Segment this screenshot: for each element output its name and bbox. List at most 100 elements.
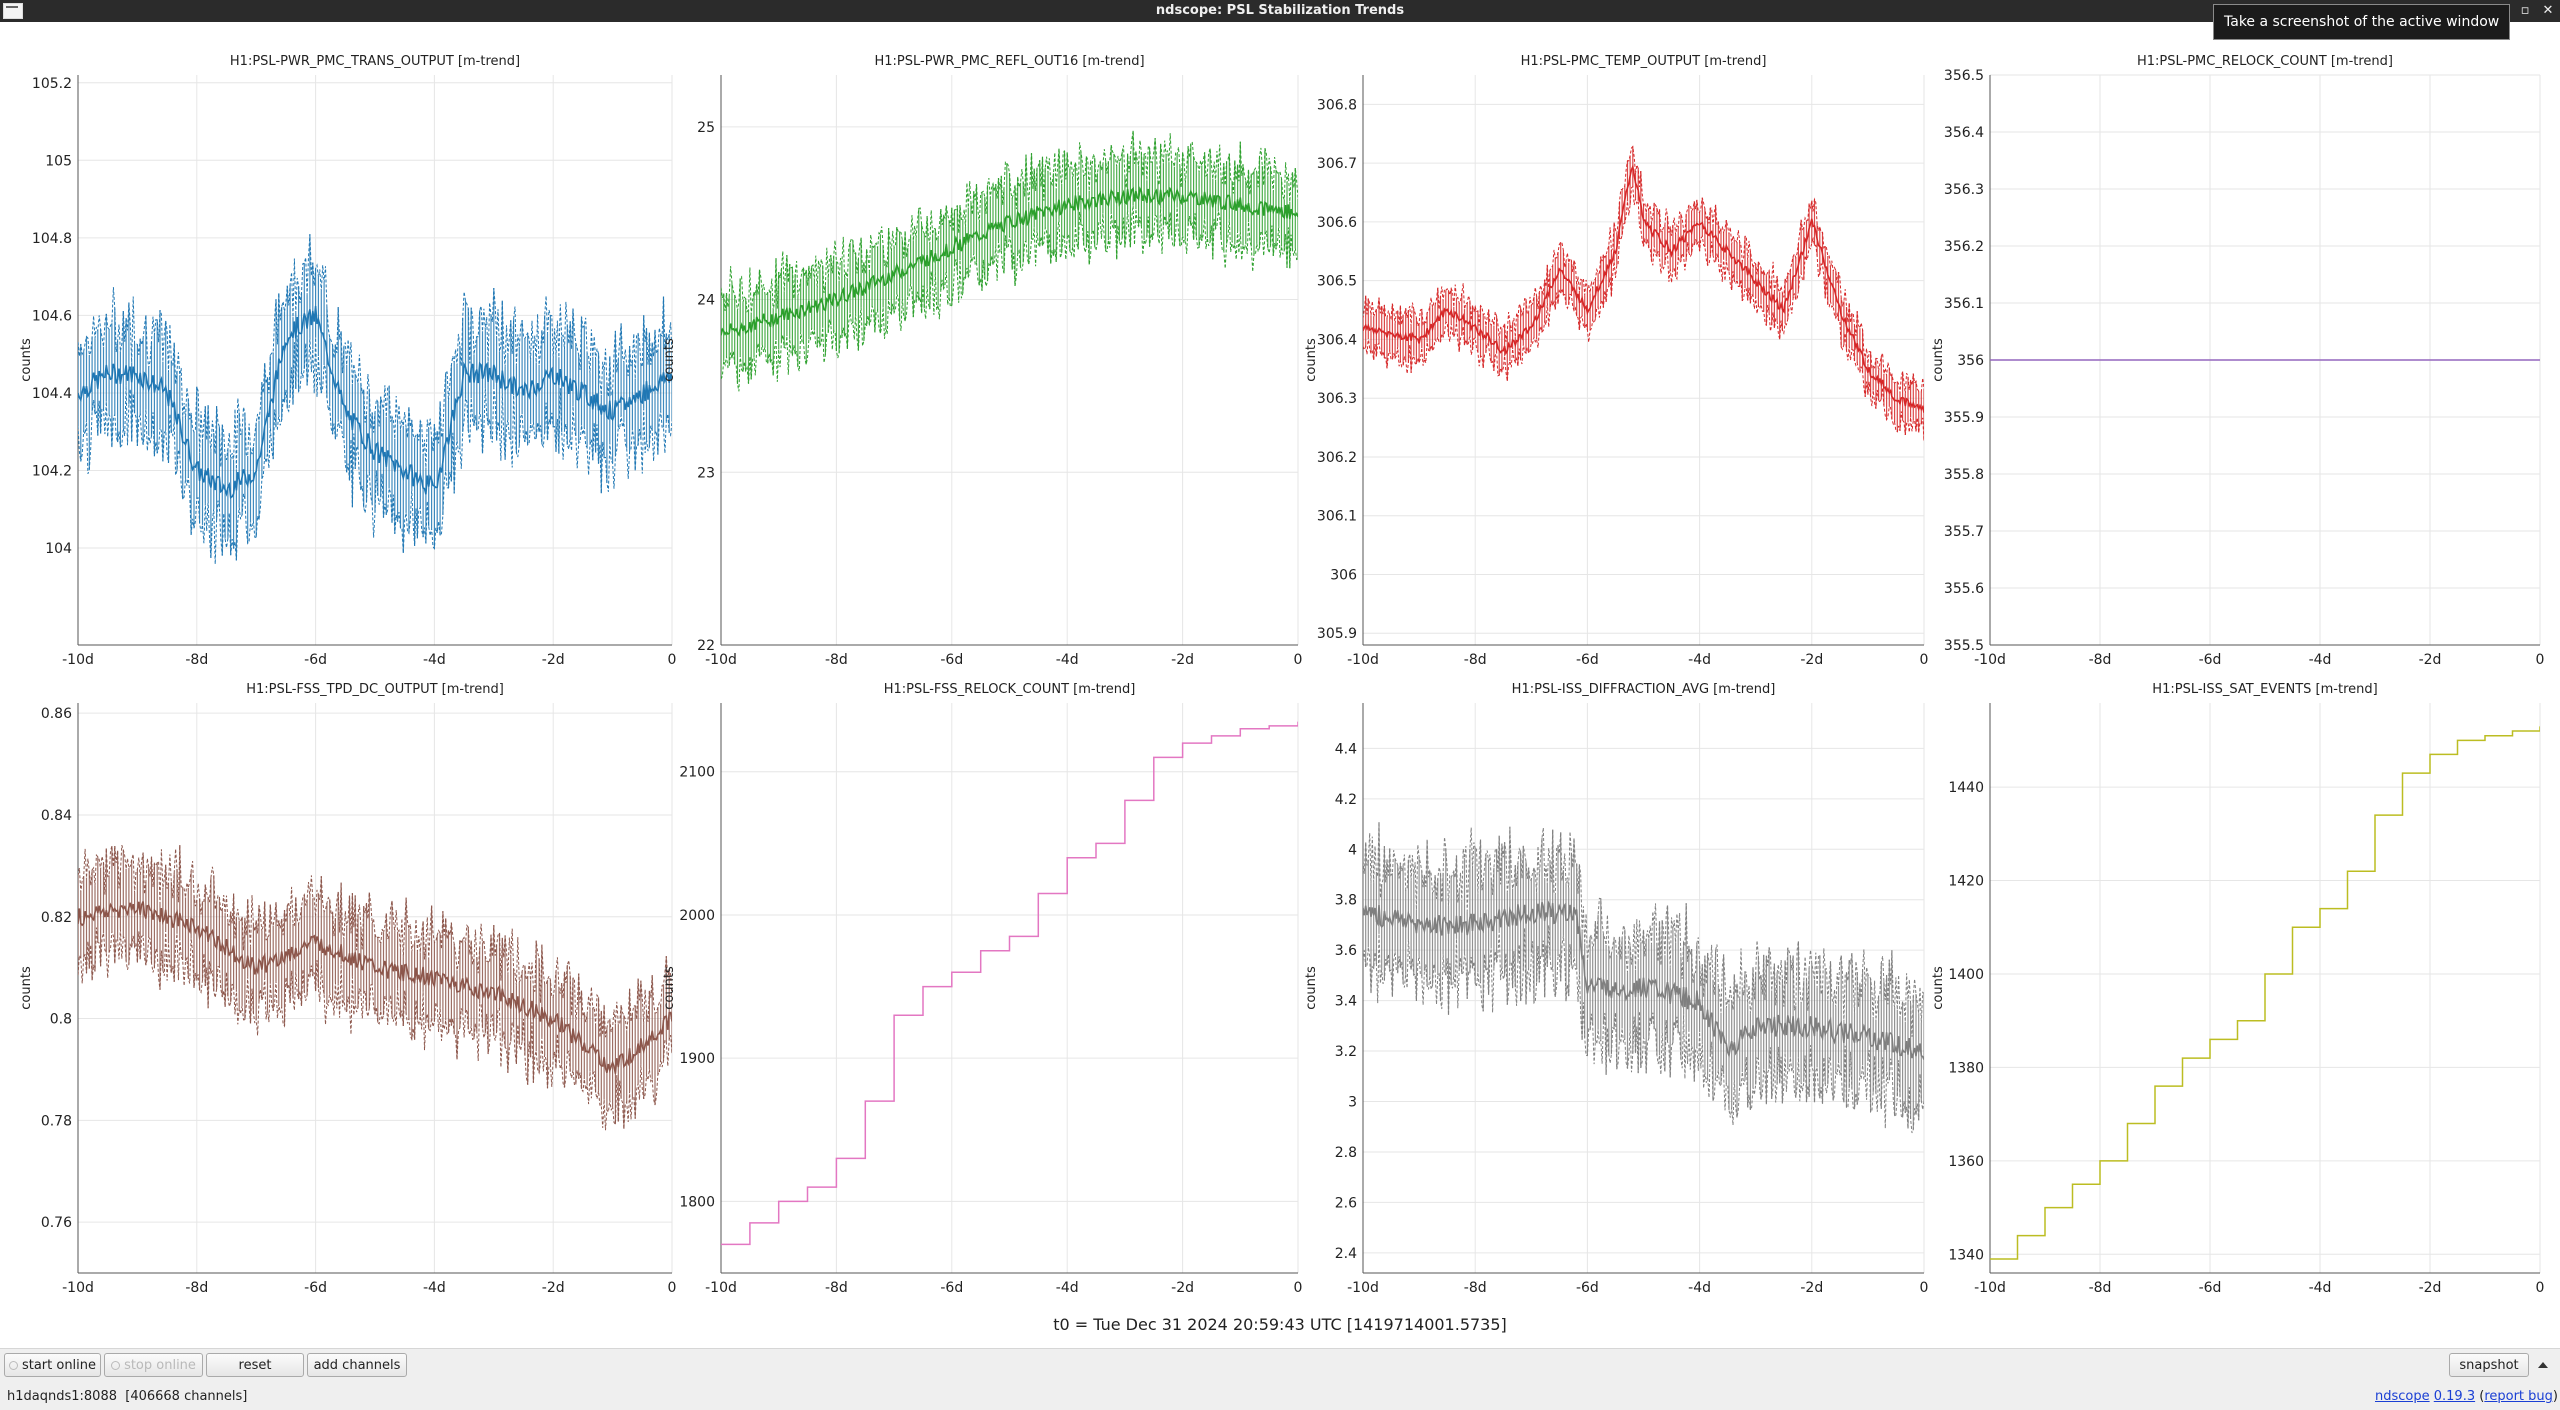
x-tick-label: -10d [1347, 1280, 1379, 1296]
y-axis-label: counts [19, 338, 34, 382]
plot-title: H1:PSL-ISS_SAT_EVENTS [m-trend] [2152, 682, 2377, 697]
y-tick-label: 306.5 [1317, 274, 1357, 290]
plot-2: -10d -8d -6d -4d -2d 0 22 23 24 25 H1:PSL-PWR_PMC_… [662, 54, 1302, 668]
maximize-icon[interactable]: ▫ [2520, 3, 2530, 18]
y-tick-label: 305.9 [1317, 626, 1357, 642]
x-tick-label: -4d [1056, 1280, 1079, 1296]
ndscope-link[interactable]: ndscope [2374, 1389, 2430, 1404]
x-tick-label: -8d [2089, 1280, 2112, 1296]
plots-area[interactable]: -10d -8d -6d -4d -2d 0 104 104.2 104.4 104.6 104.8… [0, 22, 2560, 1312]
y-tick-label: 306.1 [1317, 509, 1357, 525]
y-tick-label: 25 [697, 120, 715, 136]
y-tick-label: 104.2 [32, 464, 72, 480]
y-tick-label: 1340 [1948, 1247, 1984, 1263]
y-tick-label: 4.2 [1335, 792, 1357, 808]
app-icon [3, 3, 23, 19]
x-tick-label: -6d [2199, 1280, 2222, 1296]
y-tick-label: 3.4 [1335, 994, 1357, 1010]
y-tick-label: 356.4 [1944, 125, 1984, 141]
x-tick-label: 0 [2536, 1280, 2545, 1296]
series-mean-line [721, 186, 1298, 337]
y-tick-label: 0.84 [41, 808, 72, 824]
y-tick-label: 1360 [1948, 1154, 1984, 1170]
x-tick-label: -8d [1464, 652, 1487, 668]
y-tick-label: 355.9 [1944, 410, 1984, 426]
y-tick-label: 1420 [1948, 874, 1984, 890]
y-tick-label: 306.4 [1317, 332, 1357, 348]
version-link[interactable]: 0.19.3 [2433, 1389, 2476, 1404]
series-min-line [78, 927, 672, 1131]
series-max-line [721, 130, 1298, 315]
series-max-line [78, 845, 672, 1038]
y-tick-label: 23 [697, 465, 715, 481]
x-tick-label: -10d [62, 1280, 94, 1296]
y-tick-label: 356.3 [1944, 182, 1984, 198]
series-mean-line [78, 305, 672, 499]
y-tick-label: 105 [45, 153, 72, 169]
y-tick-label: 355.6 [1944, 581, 1984, 597]
window-titlebar: ndscope: PSL Stabilization Trends ⌃ ‒ ▫ … [0, 0, 2560, 22]
x-tick-label: -10d [705, 1280, 737, 1296]
series-line [721, 721, 1298, 1246]
series-min-line [721, 205, 1298, 392]
y-tick-label: 0.76 [41, 1215, 72, 1231]
x-tick-label: -10d [1347, 652, 1379, 668]
screenshot-tooltip: Take a screenshot of the active window [2213, 4, 2511, 40]
close-icon[interactable]: ✕ [2542, 3, 2554, 18]
y-tick-label: 306.2 [1317, 450, 1357, 466]
version-info: ndscope 0.19.3 (report bug) [2375, 1389, 2558, 1404]
x-tick-label: -2d [1800, 652, 1823, 668]
plot-8: -10d -8d -6d -4d -2d 0 1340 1360 1380 1400 1420 144… [1931, 682, 2544, 1296]
start-online-button[interactable]: start online [4, 1353, 101, 1377]
y-tick-label: 356.2 [1944, 239, 1984, 255]
report-bug-link[interactable]: report bug [2484, 1389, 2553, 1404]
x-tick-label: -10d [705, 652, 737, 668]
plot-title: H1:PSL-FSS_TPD_DC_OUTPUT [m-trend] [246, 682, 504, 697]
series-min-line [1363, 925, 1924, 1134]
x-tick-label: 0 [1920, 652, 1929, 668]
t0-label: t0 = Tue Dec 31 2024 20:59:43 UTC [14197… [1053, 1315, 1507, 1334]
y-axis-label: counts [1304, 966, 1319, 1010]
paren-open: ( [2479, 1389, 2485, 1404]
snapshot-button[interactable]: snapshot [2449, 1353, 2529, 1377]
y-tick-label: 355.7 [1944, 524, 1984, 540]
x-tick-label: -2d [542, 1280, 565, 1296]
y-tick-label: 356.1 [1944, 296, 1984, 312]
plot-title: H1:PSL-PWR_PMC_TRANS_OUTPUT [m-trend] [230, 54, 520, 69]
x-tick-label: -4d [1056, 652, 1079, 668]
series-8 [1990, 726, 2540, 1260]
x-tick-label: -6d [304, 1280, 327, 1296]
y-tick-label: 1900 [679, 1051, 715, 1067]
series-min-line [78, 335, 672, 565]
plot-3: -10d -8d -6d -4d -2d 0 305.9 306 306.1 306.2 306.3… [1304, 54, 1928, 668]
x-tick-label: 0 [668, 1280, 677, 1296]
y-tick-label: 104.6 [32, 308, 72, 324]
channel-count: [406668 channels] [125, 1389, 248, 1404]
x-tick-label: -6d [1576, 652, 1599, 668]
y-tick-label: 22 [697, 638, 715, 654]
collapse-arrow-icon[interactable] [2536, 1358, 2550, 1372]
x-tick-label: -2d [2419, 1280, 2442, 1296]
y-tick-label: 306.3 [1317, 391, 1357, 407]
y-axis-label: counts [662, 338, 677, 382]
plot-title: H1:PSL-FSS_RELOCK_COUNT [m-trend] [884, 682, 1136, 697]
x-tick-label: -6d [2199, 652, 2222, 668]
stop-icon [111, 1361, 121, 1370]
x-tick-label: -4d [1688, 1280, 1711, 1296]
x-tick-label: -10d [1974, 1280, 2006, 1296]
y-tick-label: 104.8 [32, 231, 72, 247]
x-tick-label: -4d [2309, 1280, 2332, 1296]
y-tick-label: 0.86 [41, 706, 72, 722]
y-tick-label: 306.7 [1317, 156, 1357, 172]
reset-button[interactable]: reset [206, 1353, 304, 1377]
y-tick-label: 306.8 [1317, 97, 1357, 113]
x-tick-label: -8d [1464, 1280, 1487, 1296]
y-tick-label: 2.4 [1335, 1246, 1357, 1262]
server-label: h1daqnds1:8088 [7, 1389, 117, 1404]
series-max-line [1363, 145, 1924, 394]
add-channels-button[interactable]: add channels [307, 1353, 407, 1377]
y-tick-label: 1400 [1948, 967, 1984, 983]
y-axis-label: counts [1931, 338, 1946, 382]
y-tick-label: 3 [1348, 1094, 1357, 1110]
y-tick-label: 306 [1330, 567, 1357, 583]
